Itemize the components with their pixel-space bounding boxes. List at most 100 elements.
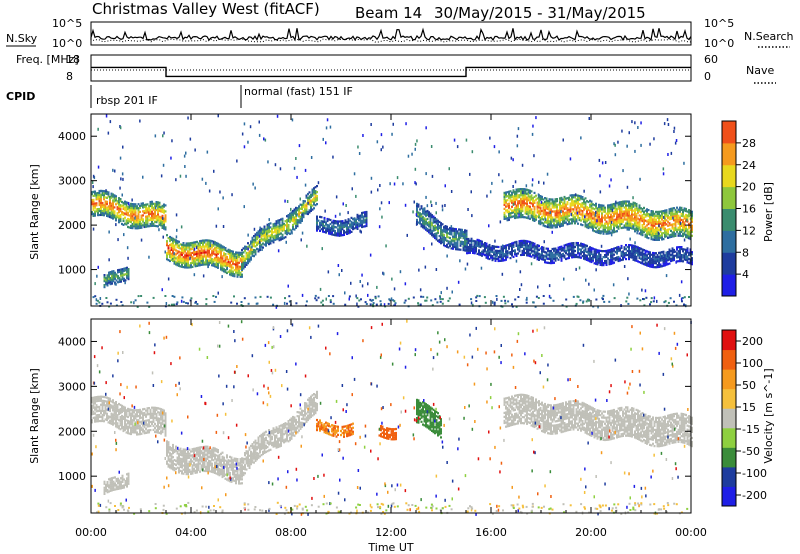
noise-cell: [105, 189, 107, 193]
echo-cell: [662, 262, 665, 265]
echo-cell: [176, 252, 179, 255]
echo-cell: [641, 218, 644, 221]
echo-cell: [104, 208, 107, 211]
echo-cell: [447, 232, 450, 235]
echo-cell: [137, 225, 140, 228]
echo-cell: [674, 234, 677, 237]
echo-cell: [334, 234, 336, 237]
echo-cell: [596, 217, 599, 220]
echo-cell: [556, 204, 558, 207]
noise-cell: [380, 133, 383, 137]
echo-cell: [634, 259, 636, 262]
echo-cell: [478, 253, 480, 256]
echo-cell: [344, 221, 347, 224]
noise-cell: [498, 150, 500, 154]
echo-cell: [227, 262, 230, 265]
noise-cell: [658, 224, 660, 228]
echo-cell: [619, 201, 621, 204]
ground-scatter-cell: [344, 303, 347, 306]
echo-cell: [182, 260, 185, 263]
echo-cell: [526, 210, 528, 213]
echo-cell: [505, 244, 507, 247]
echo-cell: [128, 220, 131, 223]
echo-cell: [248, 252, 251, 255]
echo-cell: [607, 232, 609, 235]
echo-cell: [595, 226, 597, 229]
echo-cell: [634, 212, 636, 215]
noise-cell: [115, 282, 117, 286]
echo-cell: [229, 265, 231, 268]
echo-cell: [365, 214, 368, 218]
echo-cell: [686, 214, 689, 217]
echo-cell: [479, 239, 482, 243]
echo-cell: [121, 268, 124, 271]
echo-cell: [262, 232, 264, 235]
echo-cell: [349, 225, 351, 228]
echo-cell: [181, 247, 183, 250]
ground-scatter-cell: [493, 303, 496, 306]
echo-cell: [166, 252, 168, 255]
echo-cell: [265, 234, 267, 237]
echo-cell: [577, 214, 579, 217]
echo-cell: [611, 231, 614, 234]
ground-scatter-cell: [667, 301, 670, 304]
echo-cell: [284, 232, 287, 235]
echo-cell: [178, 262, 180, 265]
echo-cell: [655, 232, 657, 235]
echo-cell: [287, 220, 290, 223]
echo-cell: [229, 253, 231, 256]
echo-cell: [548, 249, 551, 253]
noise-cell: [649, 142, 651, 146]
echo-cell: [253, 241, 255, 244]
echo-cell: [244, 263, 246, 266]
echo-cell: [166, 242, 168, 245]
echo-cell: [581, 206, 584, 209]
noise-cell: [379, 207, 381, 211]
echo-cell: [680, 206, 683, 209]
echo-cell: [458, 228, 460, 231]
echo-cell: [569, 194, 572, 197]
echo-cell: [420, 213, 423, 216]
echo-cell: [554, 257, 557, 260]
noise-cell: [552, 200, 555, 204]
echo-cell: [658, 236, 660, 239]
echo-cell: [554, 251, 557, 254]
echo-cell: [299, 217, 302, 220]
echo-cell: [626, 249, 629, 253]
echo-cell: [680, 234, 683, 237]
echo-cell: [322, 224, 324, 227]
echo-cell: [509, 214, 512, 217]
echo-cell: [584, 217, 587, 220]
echo-cell: [349, 229, 351, 232]
echo-cell: [105, 277, 107, 280]
ground-scatter-cell: [650, 297, 653, 300]
echo-cell: [508, 192, 510, 195]
echo-cell: [577, 206, 579, 209]
noise-cell: [164, 250, 166, 254]
noise-cell: [370, 190, 373, 194]
echo-cell: [682, 250, 684, 253]
echo-cell: [130, 224, 132, 227]
echo-cell: [290, 217, 293, 220]
echo-cell: [218, 261, 221, 264]
echo-cell: [554, 216, 557, 219]
echo-cell: [668, 222, 671, 225]
echo-cell: [503, 203, 506, 206]
echo-cell: [109, 213, 111, 217]
echo-cell: [679, 218, 681, 221]
echo-cell: [586, 214, 588, 217]
echo-cell: [431, 230, 433, 233]
echo-cell: [617, 215, 620, 218]
echo-cell: [139, 206, 141, 209]
noise-cell: [170, 156, 172, 160]
echo-cell: [167, 253, 170, 256]
echo-cell: [569, 206, 572, 209]
echo-cell: [601, 216, 603, 219]
echo-cell: [611, 217, 614, 220]
echo-cell: [527, 254, 530, 257]
noise-cell: [430, 145, 433, 148]
echo-cell: [139, 222, 141, 225]
echo-cell: [685, 258, 687, 261]
echo-cell: [109, 195, 111, 199]
echo-cell: [112, 270, 115, 273]
